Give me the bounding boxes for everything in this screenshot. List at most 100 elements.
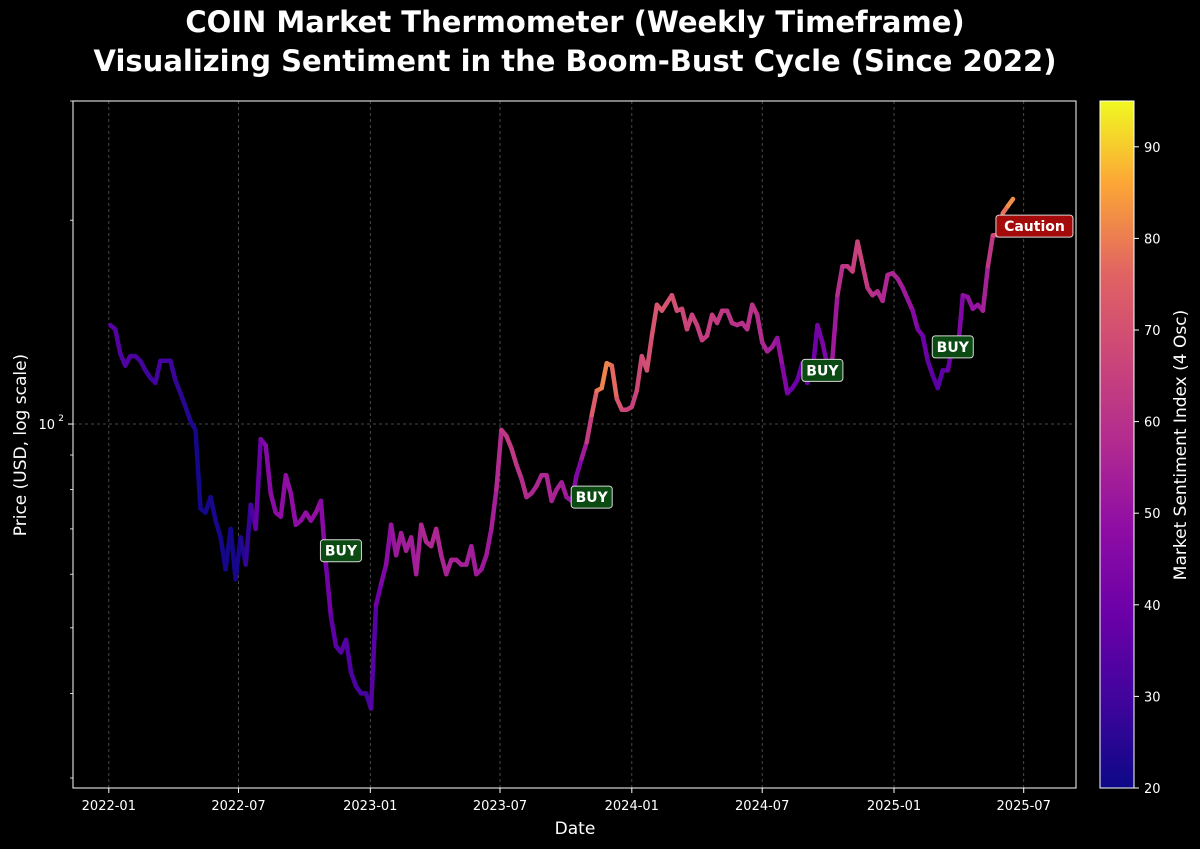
line-segment bbox=[178, 391, 188, 410]
line-segment bbox=[835, 264, 845, 298]
line-segment bbox=[935, 368, 945, 391]
line-segment bbox=[574, 456, 584, 478]
line-segment bbox=[413, 522, 424, 577]
grid-lines bbox=[73, 101, 1076, 788]
buy-label-box bbox=[570, 485, 613, 509]
line-segment bbox=[704, 312, 715, 339]
signal-annotations: BUY BUY BUY BUY Caution bbox=[319, 214, 1074, 563]
line-segment bbox=[629, 388, 640, 410]
line-segment bbox=[348, 669, 359, 689]
line-segment bbox=[494, 427, 504, 492]
buy-label: BUY bbox=[319, 539, 362, 563]
y-tick-label: 10 bbox=[38, 418, 55, 433]
line-segment bbox=[815, 322, 825, 345]
line-segment bbox=[173, 378, 183, 396]
line-segment bbox=[469, 543, 479, 577]
caution-label-box bbox=[995, 214, 1074, 238]
price-line bbox=[108, 196, 1016, 711]
line-segment bbox=[754, 312, 765, 345]
colorbar-tick-label: 80 bbox=[1144, 232, 1161, 247]
line-segment bbox=[584, 413, 594, 445]
line-segment bbox=[559, 480, 569, 500]
chart-subtitle: Visualizing Sentiment in the Boom-Bust C… bbox=[94, 44, 1057, 78]
line-segment bbox=[780, 363, 790, 396]
line-segment bbox=[830, 292, 840, 361]
line-segment bbox=[774, 335, 785, 368]
line-segment bbox=[489, 487, 499, 532]
line-segment bbox=[368, 602, 379, 711]
x-tick-label: 2022-01 bbox=[82, 799, 136, 814]
buy-label-text: BUY bbox=[576, 490, 609, 506]
buy-label-text: BUY bbox=[937, 340, 970, 356]
line-segment bbox=[589, 388, 599, 418]
colorbar: 20 30 40 50 60 70 80 90 Market Sentiment Index … bbox=[1099, 100, 1191, 797]
x-axis-ticks: 2022-01 2022-07 2023-01 2023-07 2024-01 2024-… bbox=[82, 788, 1051, 814]
line-segment bbox=[644, 333, 655, 373]
buy-label-box bbox=[319, 539, 362, 563]
y-tick-exponent: 2 bbox=[58, 414, 64, 424]
line-segment bbox=[519, 476, 529, 500]
line-segment bbox=[694, 322, 705, 343]
buy-label-box bbox=[801, 358, 844, 382]
x-tick-label: 2025-01 bbox=[867, 799, 921, 814]
colorbar-tick-label: 50 bbox=[1144, 507, 1161, 522]
line-segment bbox=[509, 446, 519, 468]
line-segment bbox=[288, 491, 299, 527]
line-segment bbox=[268, 491, 278, 515]
buy-label-text: BUY bbox=[806, 363, 839, 379]
line-segment bbox=[113, 327, 123, 356]
line-segment bbox=[479, 552, 489, 572]
line-segment bbox=[855, 239, 865, 267]
line-segment bbox=[373, 581, 384, 608]
line-segment bbox=[183, 404, 193, 424]
line-segment bbox=[744, 302, 755, 332]
line-segment bbox=[378, 562, 389, 587]
line-segment bbox=[609, 363, 620, 401]
y-axis-label: Price (USD, log scale) bbox=[11, 354, 31, 536]
line-segment bbox=[860, 262, 870, 290]
colorbar-tick-label: 20 bbox=[1144, 782, 1161, 797]
line-segment bbox=[514, 462, 524, 482]
line-segment bbox=[1005, 196, 1016, 209]
x-tick-label: 2024-01 bbox=[605, 799, 659, 814]
line-segment bbox=[323, 562, 334, 619]
x-axis-label: Date bbox=[555, 819, 596, 839]
line-segment bbox=[283, 473, 294, 496]
line-segment bbox=[599, 360, 609, 391]
colorbar-tick-label: 90 bbox=[1144, 141, 1161, 156]
line-segment bbox=[193, 427, 203, 511]
line-segment bbox=[433, 526, 444, 558]
x-tick-label: 2023-01 bbox=[343, 799, 397, 814]
buy-label-box bbox=[931, 335, 974, 359]
line-segment bbox=[579, 439, 589, 461]
line-segment bbox=[243, 502, 253, 567]
colorbar-gradient bbox=[1099, 100, 1135, 789]
x-tick-label: 2023-07 bbox=[473, 799, 527, 814]
line-segment bbox=[925, 358, 935, 378]
caution-label-text: Caution bbox=[1004, 219, 1065, 235]
plot-frame bbox=[72, 100, 1077, 789]
buy-label: BUY bbox=[801, 358, 844, 382]
line-segment bbox=[980, 264, 991, 313]
x-tick-label: 2025-07 bbox=[997, 799, 1051, 814]
x-tick-label: 2024-07 bbox=[735, 799, 789, 814]
buy-label-text: BUY bbox=[325, 544, 358, 560]
y-axis-ticks: 10 2 bbox=[38, 100, 73, 779]
line-segment bbox=[168, 358, 178, 383]
line-segment bbox=[213, 518, 223, 540]
colorbar-tick-label: 30 bbox=[1144, 690, 1161, 705]
colorbar-tick-label: 40 bbox=[1144, 599, 1161, 614]
buy-label: BUY bbox=[570, 485, 613, 509]
line-segment bbox=[263, 443, 273, 496]
colorbar-label: Market Sentiment Index (4 Osc) bbox=[1171, 310, 1191, 580]
line-segment bbox=[278, 473, 289, 519]
line-segment bbox=[343, 637, 354, 675]
line-segment bbox=[328, 614, 339, 649]
colorbar-tick-label: 60 bbox=[1144, 416, 1161, 431]
line-segment bbox=[253, 436, 263, 532]
line-segment bbox=[418, 522, 429, 545]
line-segment bbox=[910, 308, 920, 332]
colorbar-ticks: 20 30 40 50 60 70 80 90 bbox=[1134, 141, 1161, 797]
line-segment bbox=[208, 494, 218, 523]
